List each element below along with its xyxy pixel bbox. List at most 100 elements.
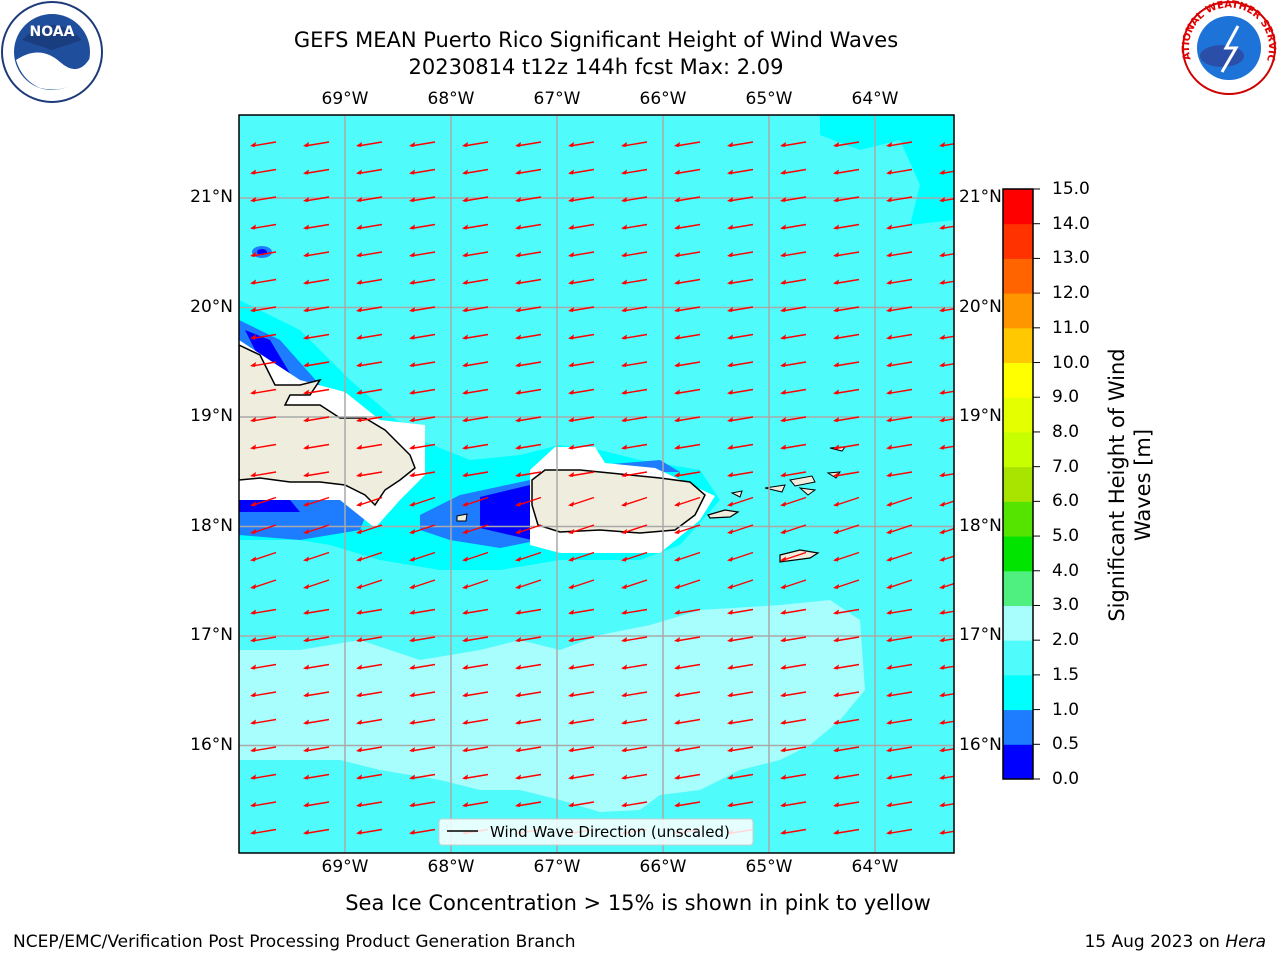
- wave-arrow: [303, 828, 330, 835]
- wave-arrow: [939, 500, 954, 507]
- colorbar-tick-label: 14.0: [1052, 213, 1090, 234]
- wave-arrow: [250, 496, 277, 507]
- wave-arrow: [462, 471, 489, 477]
- wave-arrow: [250, 524, 277, 534]
- wave-arrow: [727, 496, 754, 507]
- wave-arrow: [303, 663, 330, 670]
- wave-arrow: [356, 691, 383, 697]
- wave-arrow: [409, 443, 436, 450]
- footer-credit: NCEP/EMC/Verification Post Processing Pr…: [13, 932, 576, 952]
- wave-arrow: [780, 471, 807, 477]
- wave-arrow: [568, 496, 595, 507]
- noaa-logo: NOAA: [1, 1, 103, 103]
- wave-arrow: [939, 582, 954, 589]
- wave-arrow: [886, 828, 913, 835]
- wave-arrow: [939, 197, 954, 202]
- wave-arrow: [780, 636, 807, 642]
- wave-arrow: [303, 196, 330, 202]
- wave-arrow: [780, 168, 807, 175]
- wave-arrow: [886, 223, 913, 230]
- wave-arrow: [727, 168, 754, 175]
- wave-arrow: [727, 579, 754, 589]
- wave-arrow: [303, 251, 330, 257]
- colorbar-tick-label: 1.0: [1052, 699, 1080, 720]
- wave-arrow: [409, 608, 436, 615]
- wave-arrow: [462, 551, 489, 562]
- wave-arrow: [939, 472, 954, 477]
- wave-arrow: [462, 496, 489, 507]
- wave-arrow: [462, 608, 489, 615]
- wave-arrow: [409, 579, 436, 589]
- wave-arrow: [939, 637, 954, 642]
- wave-arrow: [409, 828, 436, 835]
- wave-arrow: [356, 168, 383, 175]
- wave-arrow: [250, 223, 277, 230]
- wave-arrow: [939, 664, 954, 670]
- colorbar-tick-label: 1.5: [1052, 664, 1080, 685]
- wave-arrow: [939, 142, 954, 147]
- wave-arrow: [568, 663, 595, 670]
- wave-arrow: [515, 168, 542, 175]
- wave-arrow: [462, 141, 489, 147]
- wave-arrow: [462, 361, 489, 367]
- land-vieques: [707, 509, 740, 519]
- colorbar-tick-label: 10.0: [1052, 352, 1090, 373]
- wave-arrow: [674, 636, 701, 642]
- colorbar-tick-label: 9.0: [1052, 387, 1080, 408]
- lat-tick-right: 18°N: [959, 515, 1002, 536]
- wave-arrow: [409, 663, 436, 670]
- lat-tick-left: 21°N: [190, 187, 233, 207]
- wave-arrow: [674, 278, 701, 285]
- wave-arrow: [356, 333, 383, 340]
- wave-arrow: [515, 524, 542, 534]
- wave-arrow: [409, 691, 436, 697]
- wave-arrow: [462, 636, 489, 642]
- lon-tick-bottom: 66°W: [639, 857, 687, 877]
- wave-arrow: [833, 196, 860, 202]
- wave-arrow: [674, 333, 701, 340]
- wave-band-2-3: [239, 600, 865, 812]
- wave-arrow: [939, 774, 954, 780]
- wave-arrow: [356, 223, 383, 230]
- wave-arrow: [250, 718, 277, 725]
- map-gridlines: [239, 115, 954, 853]
- wave-arrow: [727, 223, 754, 230]
- wave-direction-arrows: [250, 141, 954, 835]
- wave-arrow: [409, 251, 436, 257]
- wave-arrow: [462, 416, 489, 422]
- wave-arrow: [674, 251, 701, 257]
- wave-arrow: [727, 278, 754, 285]
- wave-arrow: [886, 141, 913, 147]
- wave-arrow: [356, 663, 383, 670]
- sea-ice-caption: Sea Ice Concentration > 15% is shown in …: [345, 891, 931, 915]
- wave-arrow: [250, 306, 277, 312]
- wave-arrow: [780, 663, 807, 670]
- wave-arrow: [886, 524, 913, 534]
- colorbar-tick-label: 5.0: [1052, 526, 1080, 547]
- wave-arrow: [356, 443, 383, 450]
- wave-arrow: [621, 746, 648, 752]
- colorbar-segment: [1003, 189, 1033, 225]
- wave-arrow: [462, 223, 489, 230]
- wave-arrow: [621, 141, 648, 147]
- wave-arrow: [621, 168, 648, 175]
- wave-arrow: [515, 443, 542, 450]
- lat-tick-right: 20°N: [959, 296, 1002, 317]
- wave-arrow: [462, 691, 489, 697]
- wave-arrow: [886, 579, 913, 589]
- wave-arrow: [356, 773, 383, 780]
- wave-arrow: [621, 636, 648, 642]
- land-st-croix: [779, 549, 820, 563]
- wave-arrow: [674, 496, 701, 507]
- wave-arrow: [780, 141, 807, 147]
- wave-arrow: [939, 747, 954, 752]
- wave-arrow: [515, 746, 542, 752]
- wave-arrow: [250, 251, 277, 257]
- wave-arrow: [780, 333, 807, 340]
- colorbar-segment: [1003, 223, 1033, 259]
- wave-arrow: [621, 306, 648, 312]
- wave-arrow: [780, 608, 807, 615]
- wave-arrow: [250, 579, 277, 589]
- wave-arrow: [515, 223, 542, 230]
- wave-arrow: [833, 691, 860, 697]
